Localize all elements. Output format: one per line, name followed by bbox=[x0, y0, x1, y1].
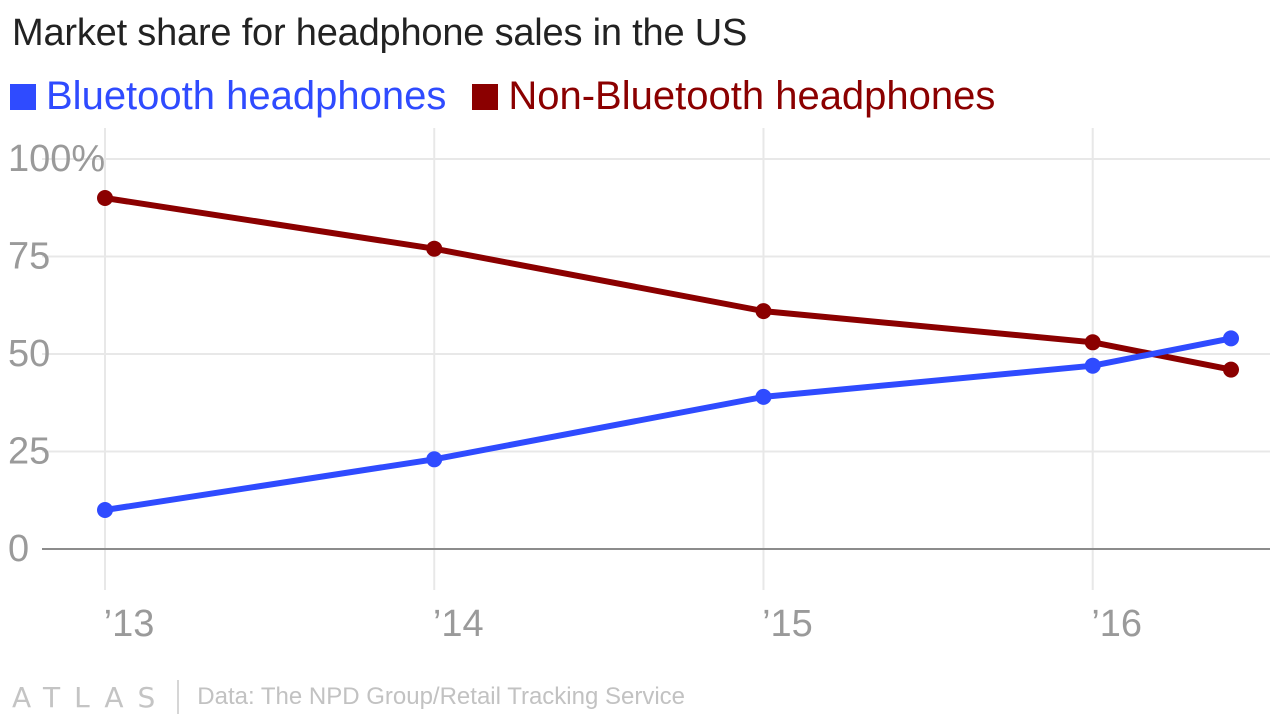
data-point-non-bluetooth-3 bbox=[1084, 334, 1101, 351]
x-tick-label-2016: ’16 bbox=[1091, 603, 1142, 645]
data-point-bluetooth-4 bbox=[1223, 330, 1239, 347]
y-tick-label-0: 0 bbox=[8, 528, 29, 570]
data-point-non-bluetooth-2 bbox=[755, 303, 772, 320]
footer: ATLAS Data: The NPD Group/Retail Trackin… bbox=[12, 680, 685, 714]
x-tick-label-2015: ’15 bbox=[762, 603, 813, 645]
y-tick-label-25: 25 bbox=[8, 431, 50, 473]
x-tick-label-2014: ’14 bbox=[433, 603, 484, 645]
data-source: Data: The NPD Group/Retail Tracking Serv… bbox=[197, 683, 686, 710]
legend-swatch-bluetooth bbox=[10, 83, 36, 110]
legend-swatch-non-bluetooth bbox=[472, 83, 499, 110]
legend: Bluetooth headphones Non-Bluetooth headp… bbox=[10, 74, 1021, 119]
y-tick-label-75: 75 bbox=[8, 236, 50, 278]
legend-label-non-bluetooth: Non-Bluetooth headphones bbox=[508, 74, 996, 118]
data-point-non-bluetooth-1 bbox=[426, 240, 443, 257]
footer-divider bbox=[177, 680, 180, 714]
data-point-non-bluetooth-0 bbox=[97, 190, 113, 206]
y-tick-label-100: 100% bbox=[8, 138, 105, 180]
legend-item-bluetooth: Bluetooth headphones bbox=[10, 74, 446, 119]
legend-item-non-bluetooth: Non-Bluetooth headphones bbox=[472, 74, 995, 119]
series-line-bluetooth bbox=[102, 335, 1234, 513]
series-lines bbox=[97, 190, 1239, 518]
legend-label-bluetooth: Bluetooth headphones bbox=[46, 74, 447, 118]
data-point-bluetooth-2 bbox=[755, 388, 772, 405]
x-tick-label-2013: ’13 bbox=[104, 603, 155, 645]
series-line-non-bluetooth bbox=[102, 195, 1234, 373]
data-point-non-bluetooth-4 bbox=[1223, 361, 1239, 378]
chart-title: Market share for headphone sales in the … bbox=[12, 12, 748, 54]
grid-lines bbox=[42, 128, 1270, 590]
data-point-bluetooth-0 bbox=[97, 502, 113, 518]
axes: 0 25 50 75 100% ’13 ’14 ’15 ’16 bbox=[8, 138, 1270, 645]
atlas-logo: ATLAS bbox=[12, 680, 170, 714]
y-tick-label-50: 50 bbox=[8, 333, 50, 375]
data-point-bluetooth-1 bbox=[426, 451, 443, 468]
data-point-bluetooth-3 bbox=[1084, 357, 1101, 374]
